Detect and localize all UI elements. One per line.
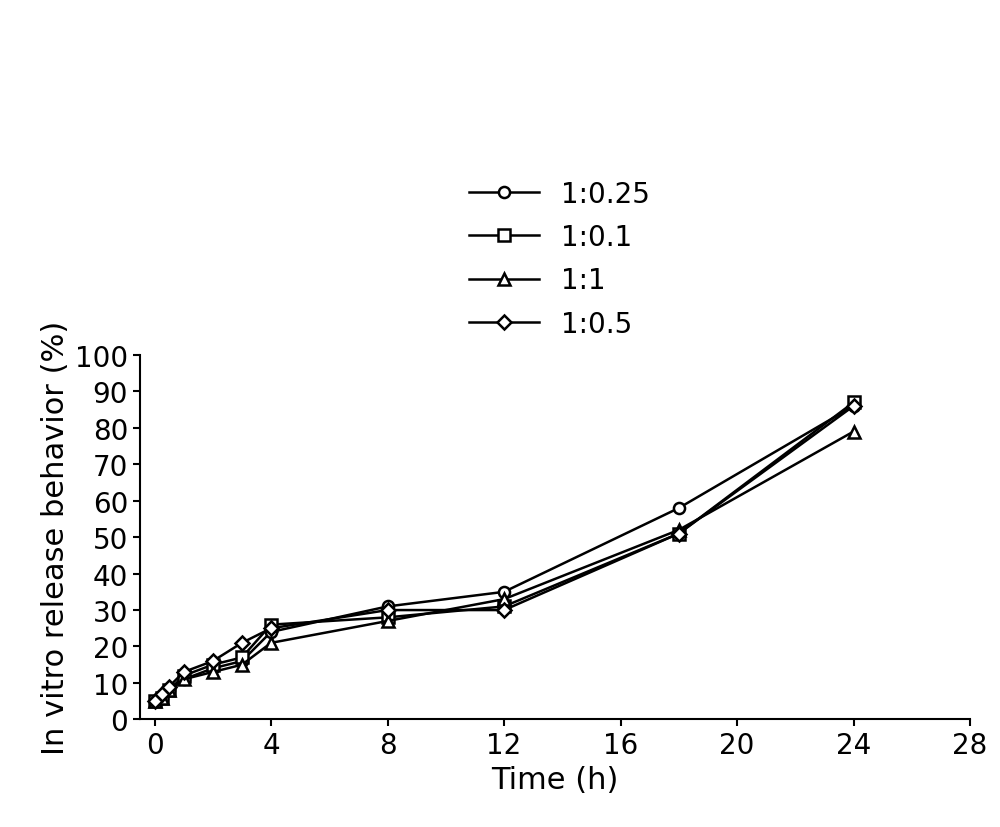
1:0.5 (149, 696, 161, 706)
1:0.1 (236, 653, 248, 662)
1:0.25 (156, 693, 168, 703)
Y-axis label: In vitro release behavior (%): In vitro release behavior (%) (41, 321, 70, 754)
1:1 (156, 693, 168, 703)
1:0.5 (163, 681, 175, 691)
1:0.1 (265, 620, 277, 630)
1:0.25 (498, 587, 510, 597)
1:1 (178, 675, 190, 685)
1:0.1 (178, 671, 190, 681)
1:0.25 (265, 627, 277, 637)
1:1 (848, 427, 860, 437)
1:0.1 (156, 693, 168, 703)
1:1 (207, 667, 219, 677)
1:0.1 (163, 686, 175, 696)
1:1 (382, 616, 394, 626)
1:0.5 (178, 667, 190, 677)
1:0.5 (382, 605, 394, 615)
Line: 1:1: 1:1 (148, 426, 860, 708)
1:0.25 (207, 663, 219, 673)
1:0.1 (848, 398, 860, 408)
1:1 (673, 525, 685, 535)
1:0.1 (382, 613, 394, 623)
1:0.1 (207, 660, 219, 670)
1:0.1 (498, 602, 510, 612)
1:1 (236, 660, 248, 670)
1:0.5 (673, 529, 685, 539)
1:0.5 (498, 605, 510, 615)
1:0.25 (178, 675, 190, 685)
Line: 1:0.1: 1:0.1 (149, 397, 859, 707)
1:0.25 (382, 602, 394, 612)
1:0.25 (149, 696, 161, 706)
Line: 1:0.5: 1:0.5 (150, 402, 858, 706)
1:0.5 (236, 638, 248, 648)
1:1 (498, 595, 510, 605)
1:1 (163, 686, 175, 696)
1:0.5 (848, 402, 860, 412)
Legend: 1:0.25, 1:0.1, 1:1, 1:0.5: 1:0.25, 1:0.1, 1:1, 1:0.5 (469, 180, 650, 338)
1:1 (265, 638, 277, 648)
1:0.5 (207, 657, 219, 667)
Line: 1:0.25: 1:0.25 (149, 401, 859, 707)
1:0.25 (163, 686, 175, 696)
1:0.25 (673, 504, 685, 514)
1:0.1 (673, 529, 685, 539)
1:0.25 (236, 657, 248, 667)
1:0.1 (149, 696, 161, 706)
1:0.25 (848, 402, 860, 412)
1:0.5 (156, 689, 168, 699)
1:1 (149, 696, 161, 706)
1:0.5 (265, 624, 277, 633)
X-axis label: Time (h): Time (h) (491, 765, 619, 794)
